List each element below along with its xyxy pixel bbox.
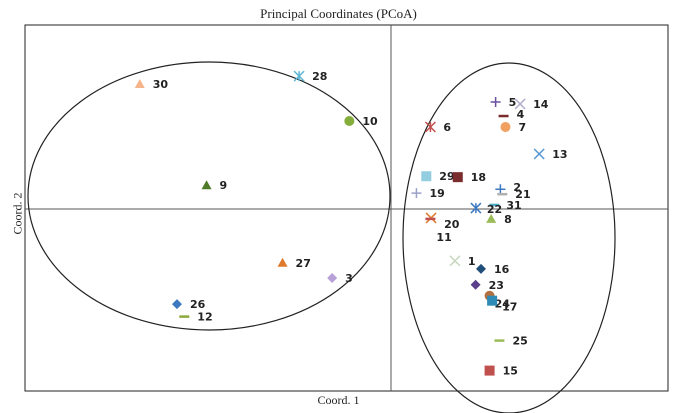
- point-label-29: 29: [439, 170, 454, 183]
- point-label-12: 12: [197, 311, 212, 324]
- data-point-30: 30: [134, 78, 169, 91]
- point-marker-29: [421, 171, 432, 182]
- point-label-9: 9: [220, 179, 228, 192]
- data-point-15: 15: [484, 365, 518, 378]
- data-point-6: 6: [424, 121, 451, 134]
- cluster-ellipse-left: [27, 61, 391, 331]
- data-point-9: 9: [201, 179, 228, 192]
- point-label-2: 2: [513, 181, 521, 194]
- data-point-22: 22: [470, 202, 502, 216]
- point-label-6: 6: [443, 121, 451, 134]
- data-point-16: 16: [475, 263, 510, 276]
- point-label-14: 14: [533, 98, 549, 111]
- point-label-13: 13: [552, 148, 567, 161]
- point-marker-28: [293, 70, 305, 82]
- data-point-23: 23: [470, 279, 504, 292]
- point-label-11: 11: [436, 231, 451, 244]
- data-point-7: 7: [500, 121, 526, 134]
- point-label-27: 27: [296, 257, 311, 270]
- point-label-26: 26: [190, 298, 206, 311]
- point-marker-13: [533, 148, 545, 160]
- point-marker-5: [490, 96, 501, 107]
- data-point-27: 27: [277, 257, 311, 270]
- data-point-13: 13: [533, 148, 568, 161]
- data-point-10: 10: [344, 115, 378, 128]
- point-label-21: 21: [515, 188, 530, 201]
- point-label-5: 5: [509, 96, 517, 109]
- point-label-16: 16: [494, 263, 510, 276]
- point-label-15: 15: [503, 365, 518, 378]
- point-marker-14: [514, 98, 526, 110]
- data-point-29: 29: [421, 170, 455, 183]
- point-label-8: 8: [504, 213, 512, 226]
- point-label-24: 24: [495, 298, 511, 311]
- cluster-ellipse-right: [402, 62, 616, 413]
- point-marker-30: [134, 79, 145, 89]
- point-label-30: 30: [153, 78, 169, 91]
- chart-title: Principal Coordinates (PCoA): [260, 6, 417, 21]
- data-point-12: 12: [179, 311, 213, 324]
- point-label-19: 19: [429, 187, 444, 200]
- point-label-22: 22: [487, 203, 502, 216]
- point-marker-7: [500, 122, 511, 133]
- point-marker-2: [495, 184, 506, 195]
- data-point-8: 8: [486, 213, 512, 226]
- point-label-3: 3: [345, 272, 353, 285]
- plot-frame: [24, 24, 669, 392]
- data-point-4: 4: [498, 108, 525, 121]
- point-label-7: 7: [518, 121, 526, 134]
- data-point-5: 5: [490, 96, 517, 109]
- point-label-10: 10: [362, 115, 378, 128]
- point-marker-23: [470, 279, 481, 290]
- data-point-19: 19: [411, 187, 445, 200]
- point-marker-17: [487, 295, 498, 306]
- data-point-18: 18: [452, 171, 486, 184]
- point-label-25: 25: [512, 335, 527, 348]
- x-axis-label: Coord. 1: [317, 393, 360, 407]
- point-label-1: 1: [468, 255, 476, 268]
- point-marker-3: [327, 272, 338, 283]
- point-label-23: 23: [489, 279, 504, 292]
- point-label-28: 28: [312, 70, 327, 83]
- data-point-2: 2: [495, 181, 521, 195]
- point-marker-8: [486, 213, 497, 223]
- point-label-18: 18: [471, 171, 486, 184]
- point-label-31: 31: [506, 199, 521, 212]
- point-label-17: 17: [502, 301, 517, 314]
- data-point-21: 21: [497, 188, 531, 201]
- point-label-4: 4: [517, 108, 525, 121]
- data-point-31: 31: [489, 199, 522, 212]
- point-marker-6: [424, 121, 436, 133]
- point-marker-15: [484, 365, 495, 376]
- point-marker-22: [470, 202, 482, 214]
- data-point-17: 17: [487, 295, 517, 314]
- point-marker-19: [411, 188, 422, 199]
- data-point-11: 11: [425, 217, 452, 244]
- data-point-20: 20: [425, 212, 460, 231]
- data-point-14: 14: [514, 98, 549, 111]
- point-marker-1: [449, 255, 461, 267]
- data-point-1: 1: [449, 255, 476, 268]
- data-point-28: 28: [293, 70, 327, 83]
- data-point-26: 26: [171, 298, 206, 311]
- point-marker-10: [344, 115, 355, 126]
- point-marker-27: [277, 257, 288, 267]
- data-point-3: 3: [327, 272, 353, 285]
- point-label-20: 20: [444, 218, 460, 231]
- point-marker-26: [171, 299, 182, 310]
- point-marker-9: [201, 180, 212, 190]
- data-point-25: 25: [494, 335, 528, 348]
- point-marker-18: [452, 172, 463, 183]
- point-marker-16: [475, 263, 486, 274]
